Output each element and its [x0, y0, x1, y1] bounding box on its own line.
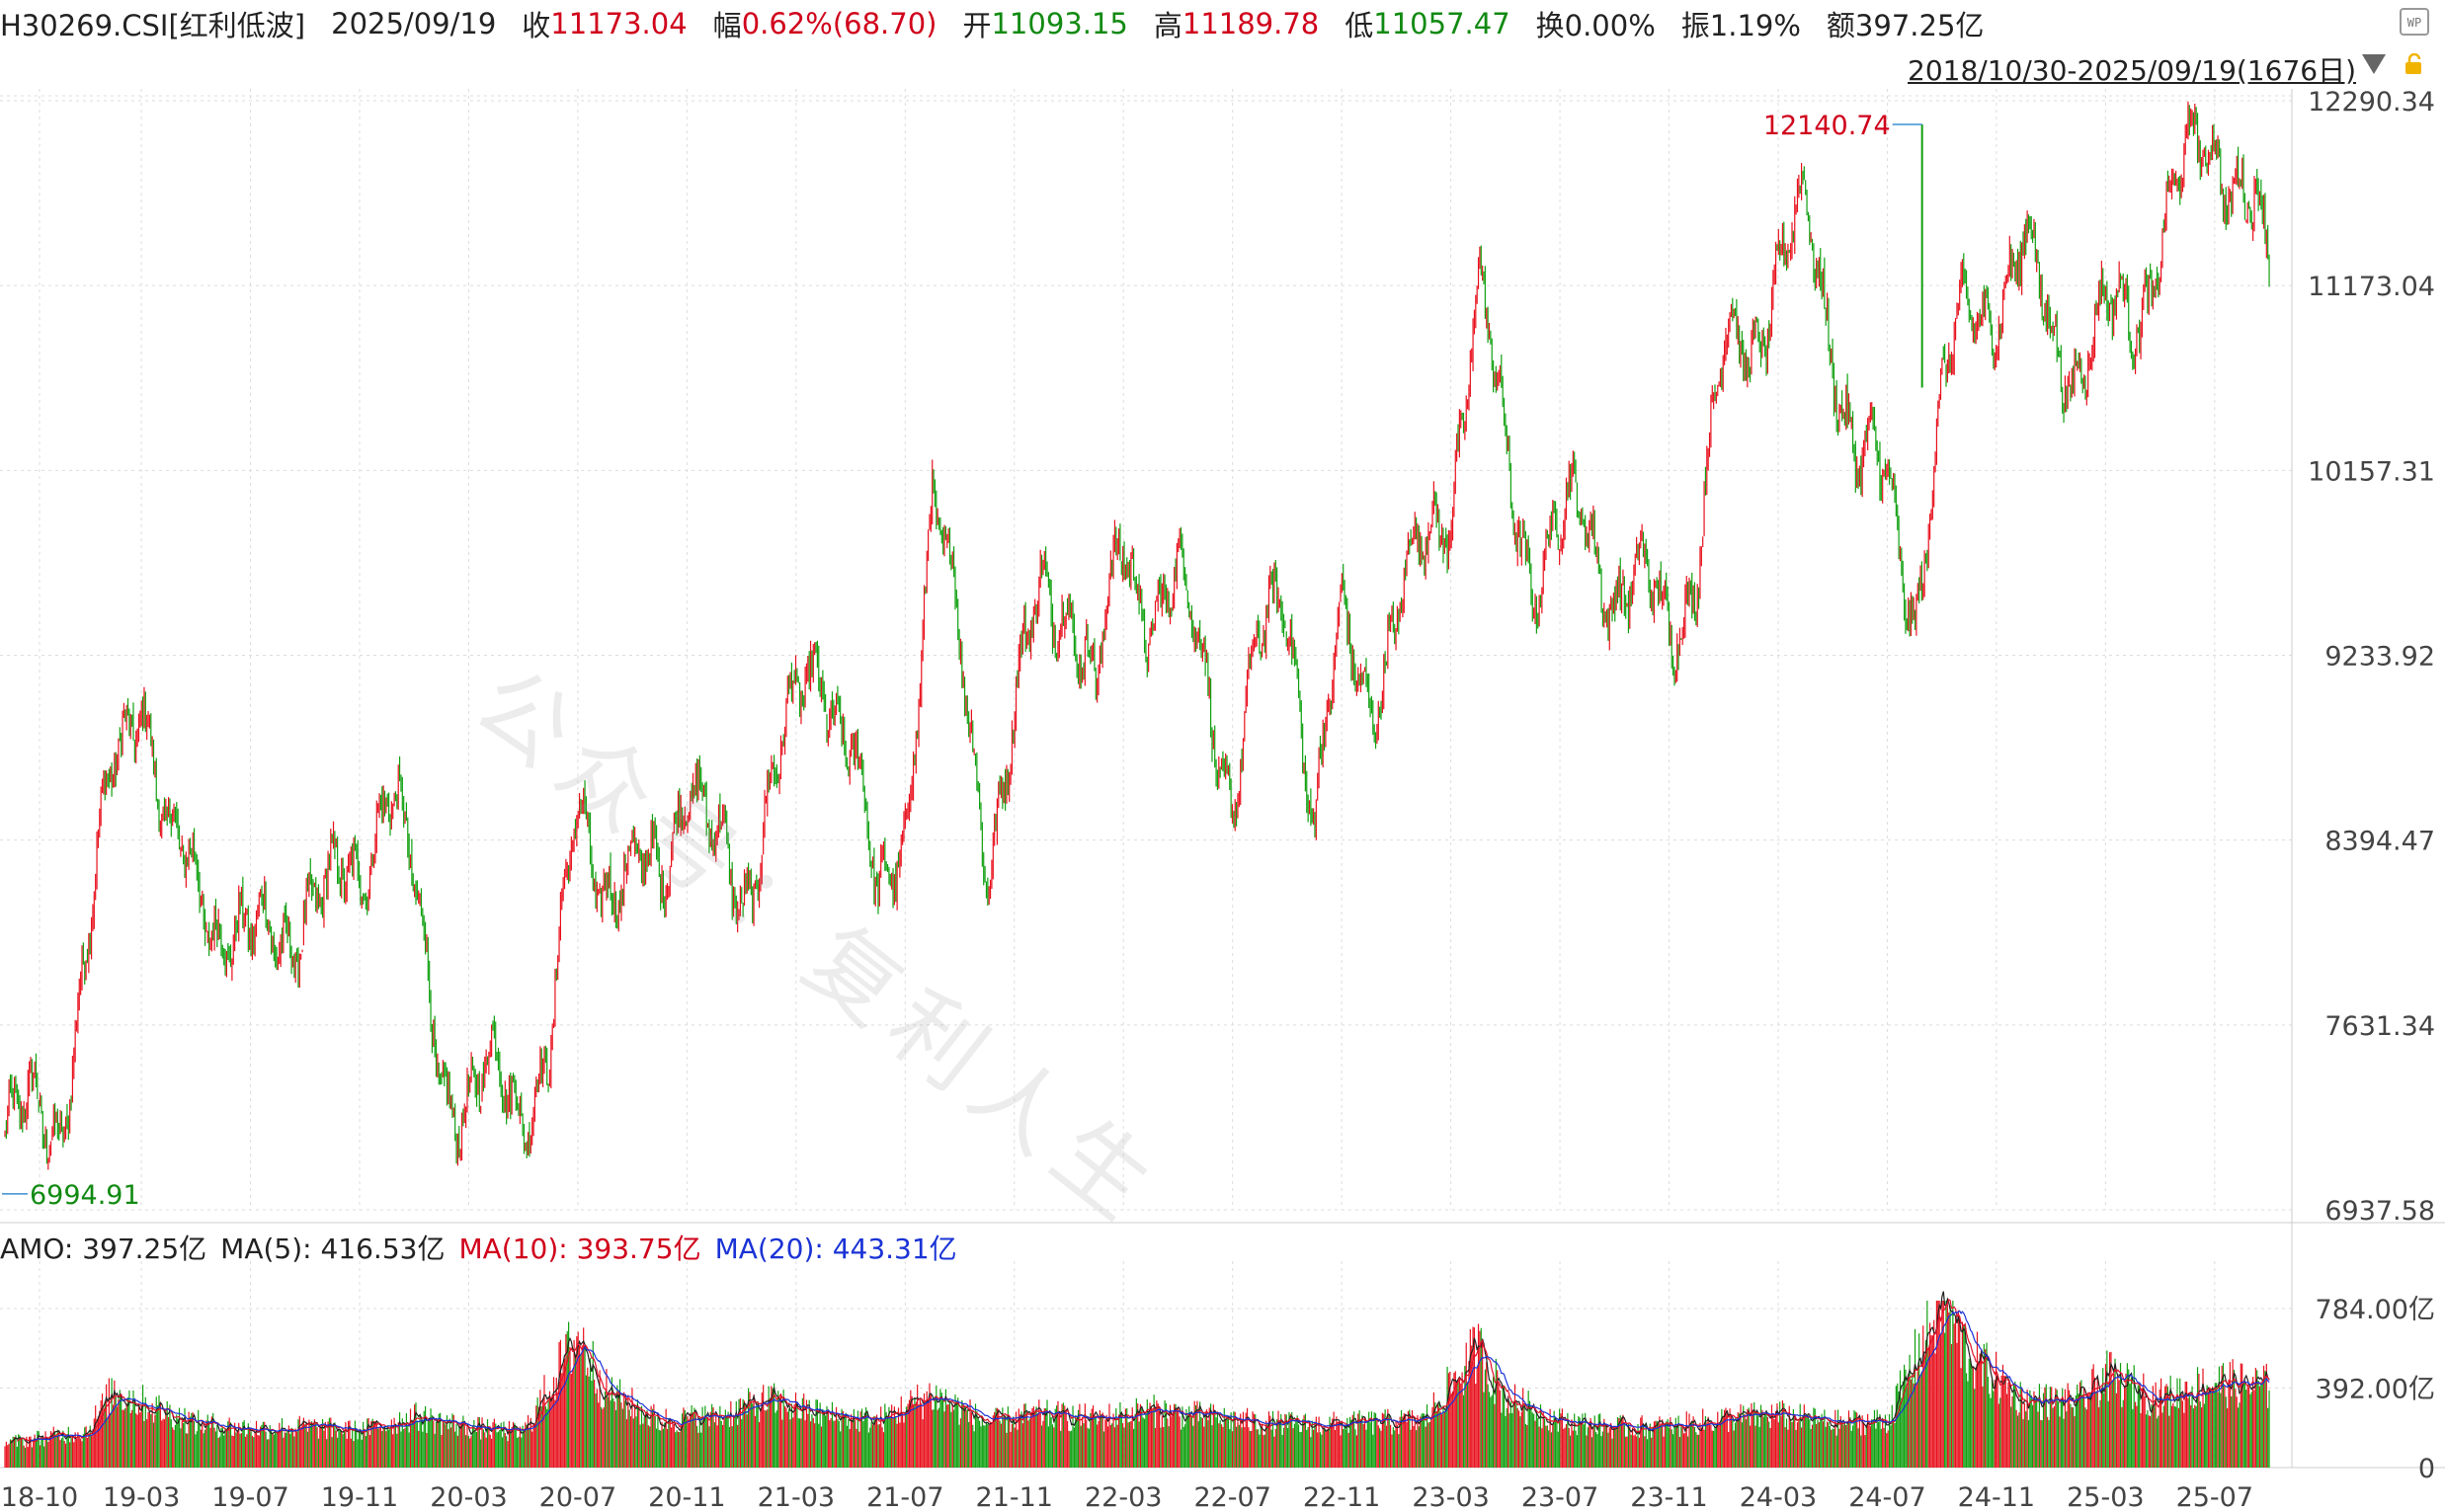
high-label: 高 — [1153, 9, 1182, 42]
x-tick-label: 24-07 — [1848, 1482, 1925, 1512]
x-tick-label: 20-07 — [539, 1482, 616, 1512]
low-label: 低 — [1345, 9, 1374, 42]
x-tick-label: 21-03 — [758, 1482, 835, 1512]
x-tick-label: 19-03 — [103, 1482, 180, 1512]
x-tick-label: 25-03 — [2067, 1482, 2144, 1512]
date-range-selector[interactable]: 2018/10/30-2025/09/19(1676日) — [1908, 54, 2356, 87]
amount-value: 额397.25亿 — [1826, 9, 1985, 42]
high-value: 11189.78 — [1182, 7, 1320, 40]
x-tick-label: 20-11 — [648, 1482, 725, 1512]
peak-annotation: 12140.74 — [1763, 111, 1891, 141]
turnover-value: 换0.00% — [1535, 9, 1656, 42]
y-tick-label: 9233.92 — [2324, 641, 2435, 672]
volume-y-ticks: 784.00亿 392.00亿 0 — [2316, 1295, 2435, 1484]
amo-value: AMO: 397.25亿 — [0, 1233, 207, 1265]
x-tick-label: 22-07 — [1193, 1482, 1270, 1512]
close-value: 11173.04 — [550, 7, 688, 40]
x-tick-label: 21-07 — [866, 1482, 943, 1512]
vol-y-tick-label: 392.00亿 — [2316, 1375, 2435, 1405]
volume-ma-lines — [10, 1291, 2270, 1444]
volume-ma-line — [16, 1299, 2270, 1443]
y-tick-label: 7631.34 — [2324, 1011, 2435, 1042]
y-axis-ticks: 12290.34 11173.04 10157.31 9233.92 8394.47 76… — [2308, 87, 2435, 1227]
open-value: 11093.15 — [991, 7, 1128, 40]
x-tick-label: 24-11 — [1958, 1482, 2035, 1512]
y-tick-label: 12290.34 — [2308, 87, 2435, 118]
x-tick-label: 23-11 — [1630, 1482, 1707, 1512]
volume-bars — [4, 1300, 2270, 1468]
x-axis-ticks: 18-10 19-03 19-07 19-11 20-03 20-07 20-11 21-03… — [1, 1482, 2253, 1512]
y-tick-label: 11173.04 — [2308, 272, 2435, 302]
volume-ma-line — [10, 1291, 2270, 1444]
quote-date: 2025/09/19 — [331, 7, 497, 40]
volume-legend: AMO: 397.25亿 MA(5): 416.53亿 MA(10): 393.… — [0, 1228, 957, 1267]
ma10-value: MA(10): 393.75亿 — [458, 1233, 701, 1265]
x-tick-label: 24-03 — [1740, 1482, 1817, 1512]
change-label: 幅 — [712, 9, 742, 42]
vol-y-tick-label: 0 — [2418, 1454, 2435, 1484]
y-tick-label: 8394.47 — [2324, 827, 2435, 857]
symbol-name[interactable]: H30269.CSI[红利低波] — [0, 9, 306, 42]
ma20-value: MA(20): 443.31亿 — [714, 1233, 957, 1265]
y-tick-label: 6937.58 — [2324, 1196, 2435, 1227]
x-tick-label: 20-03 — [430, 1482, 507, 1512]
low-value: 11057.47 — [1373, 7, 1510, 40]
volume-ma-line — [31, 1310, 2270, 1442]
x-tick-label: 19-11 — [321, 1482, 398, 1512]
x-tick-label: 25-07 — [2176, 1482, 2253, 1512]
watermark: 公众号：复利人生 — [455, 648, 1182, 1247]
y-tick-label: 10157.31 — [2308, 456, 2435, 487]
lock-icon[interactable] — [2404, 53, 2425, 75]
x-tick-label: 23-07 — [1521, 1482, 1598, 1512]
x-tick-label: 22-03 — [1085, 1482, 1162, 1512]
open-label: 开 — [962, 9, 992, 42]
vol-y-tick-label: 784.00亿 — [2316, 1295, 2435, 1325]
dropdown-arrow-icon[interactable] — [2362, 54, 2386, 74]
x-tick-label: 18-10 — [1, 1482, 78, 1512]
low-annotation: 6994.91 — [30, 1180, 140, 1211]
x-tick-label: 23-03 — [1412, 1482, 1489, 1512]
x-tick-label: 22-11 — [1303, 1482, 1380, 1512]
x-tick-label: 19-07 — [211, 1482, 288, 1512]
ma5-value: MA(5): 416.53亿 — [220, 1233, 446, 1265]
amplitude-value: 振1.19% — [1680, 9, 1801, 42]
x-tick-label: 21-11 — [976, 1482, 1053, 1512]
wp-icon[interactable]: WP — [2400, 8, 2429, 36]
candlestick-series — [4, 101, 2270, 1170]
close-label: 收 — [522, 9, 551, 42]
change-value: 0.62%(68.70) — [741, 7, 937, 40]
